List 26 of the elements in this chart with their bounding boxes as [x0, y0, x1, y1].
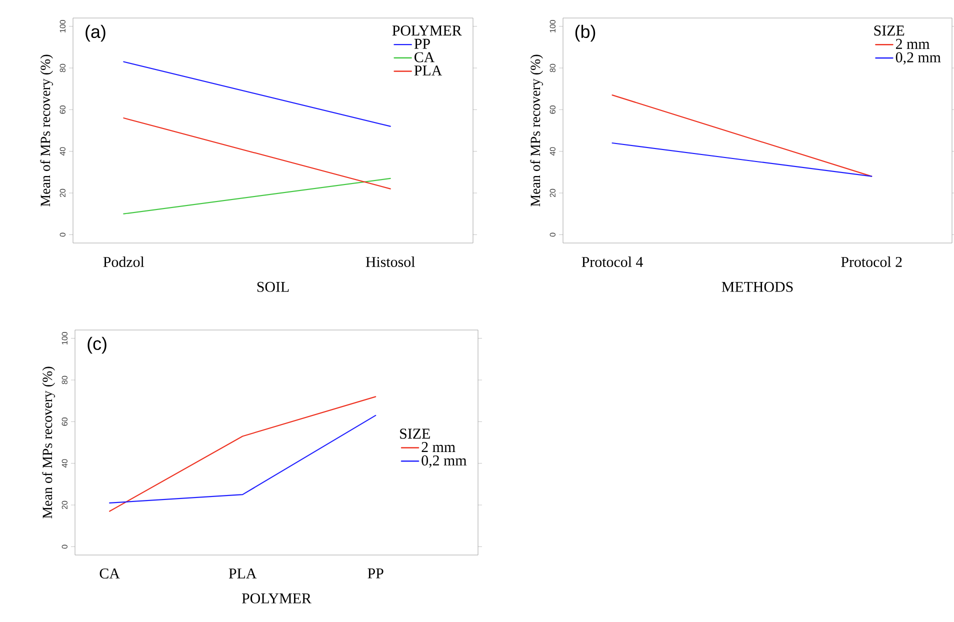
x-axis-title: POLYMER — [242, 593, 312, 604]
x-tick-label: Histosol — [366, 256, 415, 268]
x-axis-title: METHODS — [722, 282, 793, 292]
annotation: (a) — [86, 24, 106, 42]
x-tick-label: Podzol — [103, 256, 144, 268]
legend-label: 2 mm — [896, 38, 930, 49]
legend-label: PLA — [414, 66, 442, 76]
legend-title: SIZE — [400, 428, 430, 439]
x-tick-label: PLA — [228, 568, 257, 578]
legend-label: 2 mm — [422, 442, 456, 452]
annotation: (c) — [88, 336, 106, 354]
y-axis-title: Mean of MPs recovery (%) — [40, 54, 54, 206]
annotation: (b) — [575, 24, 596, 42]
legend-label: 0,2 mm — [896, 52, 941, 65]
legend-label: CA — [414, 52, 435, 62]
y-axis-title: Mean of MPs recovery (%) — [530, 54, 544, 206]
x-tick-label: Protocol 2 — [841, 256, 902, 268]
y-axis-title: Mean of MPs recovery (%) — [42, 366, 56, 518]
legend-title: POLYMER — [392, 26, 462, 36]
x-tick-label: CA — [100, 568, 120, 579]
legend-title: SIZE — [874, 26, 904, 36]
legend-label: 0,2 mm — [422, 455, 467, 468]
legend-label: PP — [414, 38, 430, 49]
x-tick-label: Protocol 4 — [582, 256, 643, 268]
x-tick-label: PP — [368, 568, 384, 578]
x-axis-title: SOIL — [257, 282, 289, 292]
